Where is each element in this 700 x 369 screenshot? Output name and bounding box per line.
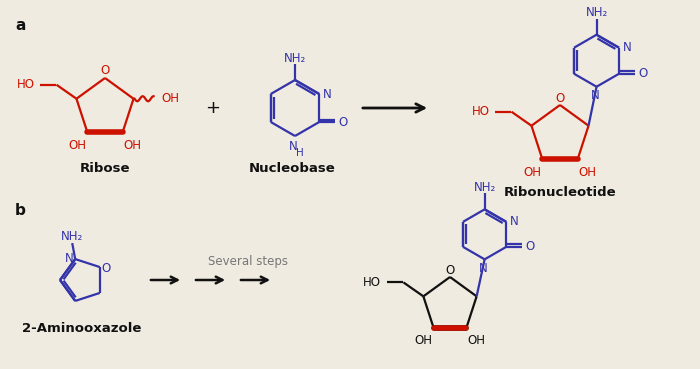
- Text: NH₂: NH₂: [284, 52, 306, 65]
- Text: OH: OH: [414, 334, 433, 347]
- Text: Several steps: Several steps: [208, 255, 288, 268]
- Text: O: O: [100, 65, 110, 77]
- Text: N: N: [623, 41, 631, 54]
- Text: a: a: [15, 18, 25, 33]
- Text: O: O: [339, 115, 348, 128]
- Text: NH₂: NH₂: [585, 6, 608, 19]
- Text: N: N: [592, 89, 600, 102]
- Text: O: O: [638, 67, 648, 80]
- Text: O: O: [102, 262, 111, 275]
- Text: OH: OH: [524, 166, 541, 179]
- Text: HO: HO: [17, 78, 34, 91]
- Text: HO: HO: [472, 105, 489, 118]
- Text: 2-Aminooxazole: 2-Aminooxazole: [22, 321, 141, 335]
- Text: NH₂: NH₂: [61, 230, 83, 242]
- Text: OH: OH: [579, 166, 596, 179]
- Text: O: O: [526, 240, 535, 254]
- Text: Ribose: Ribose: [80, 162, 130, 175]
- Text: b: b: [15, 203, 26, 218]
- Text: OH: OH: [69, 139, 86, 152]
- Text: N: N: [288, 139, 298, 152]
- Text: O: O: [445, 263, 454, 276]
- Text: HO: HO: [363, 276, 382, 289]
- Text: Ribonucleotide: Ribonucleotide: [504, 186, 616, 200]
- Text: N: N: [510, 215, 519, 228]
- Text: Nucleobase: Nucleobase: [248, 162, 335, 175]
- Text: NH₂: NH₂: [473, 181, 496, 194]
- Text: +: +: [206, 99, 220, 117]
- Text: N: N: [65, 252, 74, 265]
- Text: OH: OH: [162, 92, 179, 105]
- Text: OH: OH: [124, 139, 141, 152]
- Text: O: O: [555, 92, 565, 104]
- Text: N: N: [323, 87, 332, 100]
- Text: H: H: [296, 148, 304, 158]
- Text: OH: OH: [468, 334, 486, 347]
- Text: N: N: [480, 262, 488, 275]
